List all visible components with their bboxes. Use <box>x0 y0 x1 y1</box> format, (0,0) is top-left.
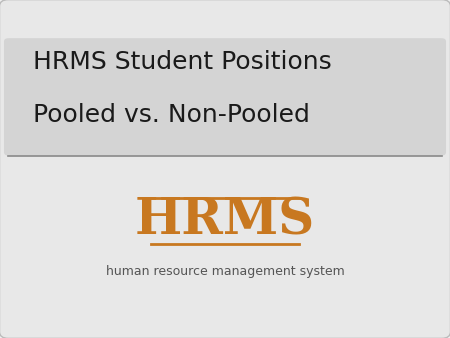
Text: human resource management system: human resource management system <box>106 265 344 278</box>
FancyBboxPatch shape <box>4 38 446 155</box>
Text: HRMS Student Positions: HRMS Student Positions <box>33 50 332 74</box>
Text: HRMS: HRMS <box>135 196 315 245</box>
Text: Pooled vs. Non-Pooled: Pooled vs. Non-Pooled <box>33 103 310 127</box>
